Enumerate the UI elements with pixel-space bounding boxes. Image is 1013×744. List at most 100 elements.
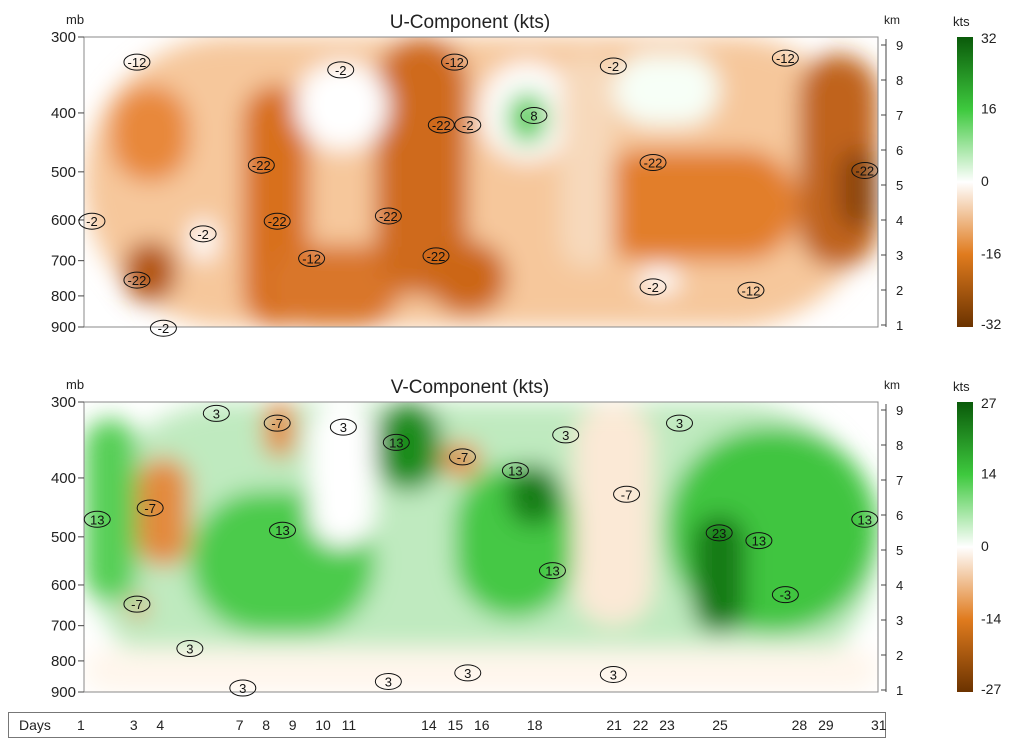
- u-left-tick-label: 500: [51, 164, 76, 181]
- v-right-tick-label: 8: [896, 438, 903, 453]
- v-contour-ring: [269, 521, 296, 539]
- u-component-title: U-Component (kts): [389, 12, 551, 33]
- u-right-tick-label: 1: [896, 318, 903, 333]
- u-right-tick-label: 5: [896, 178, 903, 193]
- v-contour-ring: [705, 524, 733, 542]
- v-contour-ring: [202, 404, 230, 422]
- u-contour-ring: [123, 271, 151, 289]
- v-field-blobs: [84, 402, 878, 692]
- v-component-title: V-Component (kts): [390, 377, 550, 398]
- u-right-tick-label: 9: [896, 38, 903, 53]
- u-field-blob: [613, 54, 720, 126]
- v-contour-ring: [83, 510, 111, 528]
- v-field-blob: [84, 419, 137, 603]
- day-tick-label: 14: [421, 717, 437, 733]
- v-right-tick-label: 6: [896, 508, 903, 523]
- v-colorbar-unit: kts: [953, 379, 970, 394]
- v-left-unit: mb: [66, 377, 84, 392]
- day-tick-label: 9: [288, 717, 297, 733]
- u-contour-label: -22: [268, 214, 287, 229]
- u-contour-label: -22: [379, 209, 398, 224]
- u-contour-ring: [374, 207, 402, 225]
- u-field-blob: [586, 149, 799, 261]
- u-contour-label: -12: [776, 51, 795, 66]
- u-contour-ring: [149, 319, 177, 337]
- v-colorbar-tick-label: 14: [981, 466, 997, 482]
- v-contour-label: 3: [340, 420, 347, 435]
- v-field: [84, 402, 878, 692]
- u-contour-ring: [639, 154, 667, 172]
- day-tick-label: 8: [262, 717, 271, 733]
- day-tick-label: 1: [77, 717, 85, 733]
- day-tick-label: 28: [791, 717, 808, 733]
- v-contour-ring: [329, 418, 357, 436]
- v-colorbar-tick-label: -14: [981, 611, 1001, 627]
- v-contour-ring: [136, 499, 164, 517]
- v-contour-label: -7: [457, 450, 469, 465]
- v-contour-ring: [176, 640, 204, 658]
- v-contour-label: 3: [676, 416, 683, 431]
- u-contour-label: -12: [742, 283, 761, 298]
- u-left-tick-label: 300: [51, 29, 76, 46]
- u-contour-label: -22: [644, 156, 663, 171]
- v-contour-ring: [501, 462, 529, 480]
- v-colorbar: [957, 402, 973, 692]
- v-plot-frame: [83, 401, 879, 693]
- v-right-tick-label: 2: [896, 648, 903, 663]
- u-contour-label: -12: [445, 55, 464, 70]
- v-contour-ring: [448, 448, 476, 466]
- v-right-tick-label: 1: [896, 683, 903, 698]
- v-contour-label: 13: [508, 464, 522, 479]
- u-field-blob: [123, 241, 177, 303]
- v-left-tick-label: 300: [51, 394, 76, 411]
- day-tick-label: 4: [156, 717, 165, 733]
- v-field-blob: [84, 647, 878, 692]
- u-colorbar-tick-label: 32: [981, 30, 997, 46]
- u-left-tick-label: 600: [51, 212, 76, 229]
- v-contour-label: 3: [385, 674, 392, 689]
- u-contour-label: -2: [462, 118, 474, 133]
- u-right-tick-label: 3: [896, 248, 903, 263]
- v-contour-ring: [771, 586, 799, 604]
- v-contour-label: -7: [144, 501, 156, 516]
- v-colorbar-tick-label: -27: [981, 681, 1001, 697]
- u-field-blobs: [84, 37, 878, 327]
- day-tick-label: 7: [235, 717, 244, 733]
- v-right-tick-label: 5: [896, 543, 903, 558]
- u-contour-ring: [78, 212, 106, 230]
- u-contour-label: -22: [427, 249, 446, 264]
- u-colorbar: [957, 37, 973, 327]
- u-contour-ring: [123, 53, 151, 71]
- u-component-panel: 300 400 500 600 700 800 900 mb 9 8 7 6 5 4 3 2 1 km -12 -2-…: [0, 0, 1013, 360]
- v-contour-label: -7: [131, 597, 143, 612]
- u-field: [84, 37, 878, 327]
- day-tick-label: 22: [632, 717, 649, 733]
- u-contour-label: 8: [530, 108, 537, 123]
- v-component-panel: 300 400 500 600 700 800 900 mb 9 8 7 6 5 4 3 2 1 km 3 -7 3 13…: [0, 365, 1013, 725]
- u-field-blob: [507, 92, 548, 145]
- v-contour-label: 3: [213, 406, 220, 421]
- u-component-chart: 300400500600700800900mb987654321km-12-2-…: [51, 12, 1001, 337]
- u-contour-label: -2: [647, 280, 659, 295]
- u-contour-label: -12: [302, 252, 321, 267]
- u-plot-frame: [83, 36, 879, 328]
- u-colorbar-unit: kts: [953, 14, 970, 29]
- day-tick-label: 16: [474, 717, 490, 733]
- v-contour-label: -7: [621, 487, 633, 502]
- v-colorbar-tick-label: 0: [981, 538, 989, 554]
- u-contour-label: -2: [158, 321, 170, 336]
- v-left-tick-label: 400: [51, 470, 76, 487]
- u-right-tick-label: 6: [896, 143, 903, 158]
- day-tick-label: 3: [129, 717, 138, 733]
- v-contour-label: 3: [464, 666, 471, 681]
- v-field-blob: [507, 464, 561, 527]
- v-right-tick-label: 3: [896, 613, 903, 628]
- v-contour-label: 23: [712, 526, 726, 541]
- u-right-unit: km: [884, 13, 900, 27]
- v-right-unit: km: [884, 378, 900, 392]
- v-contour-ring: [851, 510, 879, 528]
- u-field-blob: [189, 219, 217, 261]
- u-contour-label: -22: [855, 163, 874, 178]
- v-field-blob: [692, 514, 746, 634]
- v-field-blob: [136, 457, 190, 567]
